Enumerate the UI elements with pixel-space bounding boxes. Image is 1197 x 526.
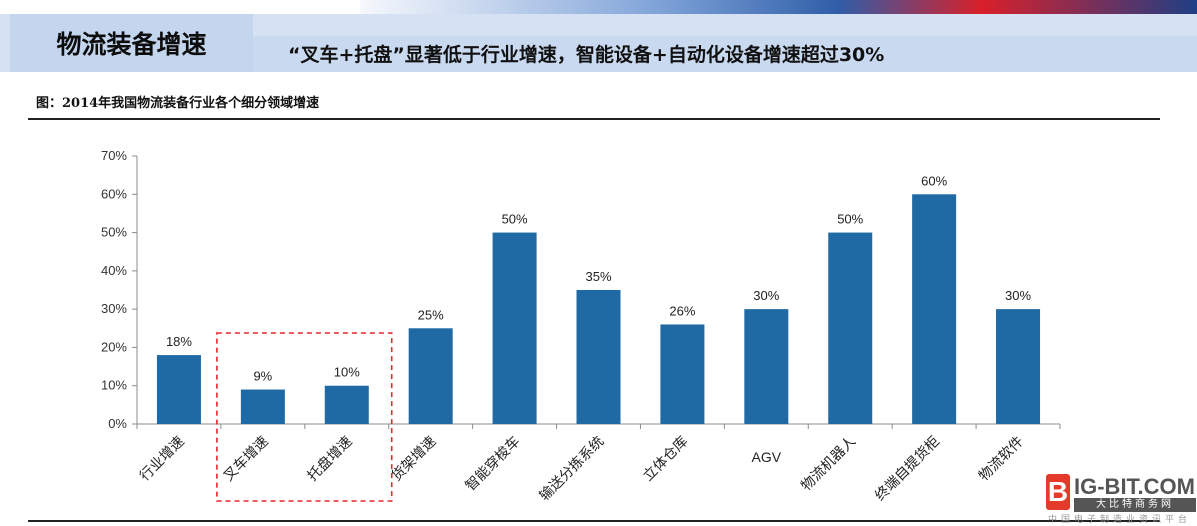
x-tick-label: 托盘增速 bbox=[304, 433, 356, 485]
bar bbox=[576, 290, 621, 424]
bar bbox=[912, 194, 957, 424]
x-tick-label: 叉车增速 bbox=[220, 433, 272, 485]
figure-caption: 图：2014年我国物流装备行业各个细分领域增速 bbox=[36, 96, 320, 111]
x-tick-label: 终端自提货柜 bbox=[872, 433, 943, 504]
x-tick-label: 物流软件 bbox=[976, 434, 1027, 485]
x-tick-label: 货架增速 bbox=[388, 433, 440, 485]
data-label: 50% bbox=[837, 212, 863, 227]
data-label: 50% bbox=[502, 212, 528, 227]
y-tick-label: 30% bbox=[101, 301, 127, 316]
y-tick-label: 0% bbox=[108, 416, 127, 431]
bar bbox=[240, 389, 285, 424]
bar bbox=[324, 385, 369, 424]
data-label: 30% bbox=[1005, 288, 1031, 303]
y-tick-label: 60% bbox=[101, 186, 127, 201]
data-label: 18% bbox=[166, 334, 192, 349]
y-tick-label: 40% bbox=[101, 263, 127, 278]
data-label: 25% bbox=[418, 307, 444, 322]
bar bbox=[996, 309, 1041, 424]
data-label: 30% bbox=[753, 288, 779, 303]
subtitle-band bbox=[253, 36, 1197, 72]
x-tick-label: 输送分拣系统 bbox=[537, 434, 608, 505]
data-label: 10% bbox=[334, 365, 360, 380]
y-tick-label: 10% bbox=[101, 378, 127, 393]
data-label: 26% bbox=[669, 303, 695, 318]
watermark-logo-icon: B bbox=[1046, 474, 1070, 510]
watermark-line: 中国电子制造业资讯平台 bbox=[1048, 515, 1192, 525]
page-title: 物流装备增速 bbox=[10, 14, 253, 72]
bar bbox=[492, 232, 537, 424]
bar bbox=[408, 328, 453, 424]
watermark-tagline: 大比特商务网 bbox=[1074, 498, 1196, 512]
x-tick-label: 物流机器人 bbox=[798, 434, 859, 495]
data-label: 9% bbox=[253, 369, 272, 384]
page-subtitle: “叉车+托盘”显著低于行业增速，智能设备+自动化设备增速超过30% bbox=[288, 44, 885, 66]
header-divider bbox=[0, 72, 1197, 75]
bar bbox=[156, 355, 201, 424]
y-tick-label: 50% bbox=[101, 225, 127, 240]
x-tick-label: 智能穿梭车 bbox=[462, 433, 524, 495]
x-tick-label: 立体仓库 bbox=[640, 434, 691, 485]
bar bbox=[660, 324, 705, 424]
data-label: 35% bbox=[585, 269, 611, 284]
y-tick-label: 20% bbox=[101, 339, 127, 354]
x-tick-label: 行业增速 bbox=[137, 434, 188, 485]
x-tick-label: AGV bbox=[752, 449, 782, 465]
caption-divider bbox=[28, 118, 1160, 120]
bottom-divider bbox=[28, 520, 1160, 522]
data-label: 60% bbox=[921, 173, 947, 188]
y-tick-label: 70% bbox=[101, 148, 127, 163]
watermark-brand: IG-BIT.COM bbox=[1074, 474, 1195, 499]
bar bbox=[744, 309, 789, 424]
bar bbox=[828, 232, 873, 424]
top-stripe-mask bbox=[0, 0, 360, 14]
